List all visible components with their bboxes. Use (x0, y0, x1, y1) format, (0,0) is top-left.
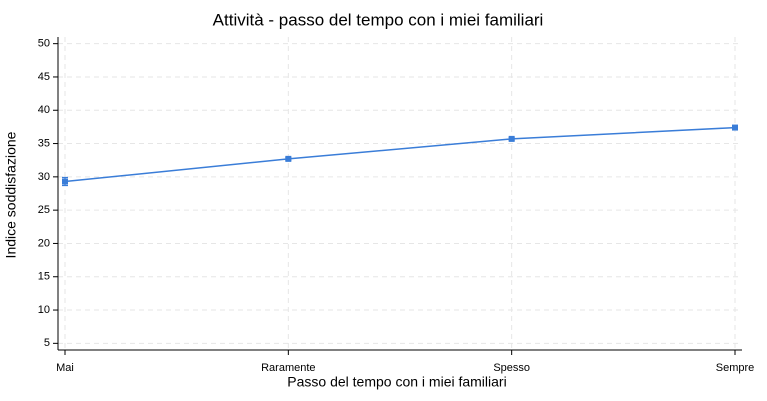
y-tick-label: 20 (38, 237, 50, 249)
point (285, 155, 292, 162)
point (732, 124, 738, 131)
x-axis-title: Passo del tempo con i miei familiari (287, 374, 506, 390)
y-tick-label: 10 (38, 304, 50, 316)
x-tick-label: Sempre (716, 362, 755, 374)
y-tick-label: 45 (38, 71, 50, 83)
y-tick-label: 40 (38, 104, 50, 116)
y-tick-label: 50 (38, 38, 50, 50)
line (64, 126, 736, 183)
point (508, 135, 515, 142)
x-tick-label: Mai (56, 362, 74, 374)
y-tick-label: 5 (44, 337, 50, 349)
y-tick-label: 35 (38, 137, 50, 149)
x-tick-label: Spesso (493, 362, 530, 374)
y-tick-label: 30 (38, 171, 50, 183)
y-tick-label: 25 (38, 204, 50, 216)
chart-title: Attività - passo del tempo con i miei fa… (213, 10, 544, 29)
y-axis-title: Indice soddisfazione (3, 131, 19, 258)
y-tick-label: 15 (38, 271, 50, 283)
x-tick-label: Raramente (261, 362, 315, 374)
point (62, 178, 68, 185)
